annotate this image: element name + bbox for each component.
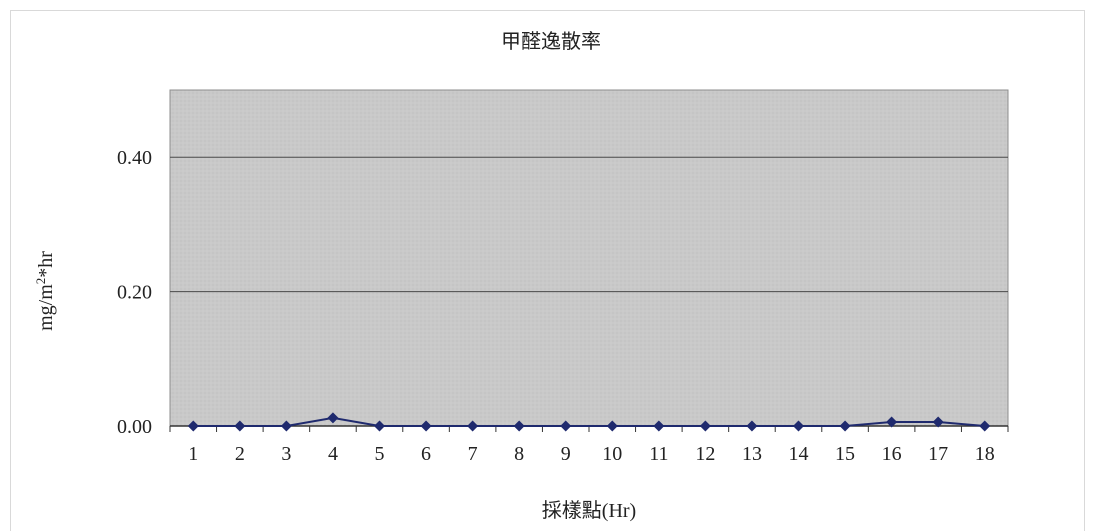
x-tick-label: 10 [602,443,622,465]
data-point-16 [886,416,898,428]
data-point-8 [513,420,525,432]
y-tick-label: 0.00 [117,416,152,438]
data-point-12 [699,420,711,432]
x-tick-label: 15 [835,443,855,465]
chart-title: 甲醛逸散率 [501,29,601,53]
x-tick-label: 11 [649,443,668,465]
data-point-14 [793,420,804,432]
x-tick-label: 14 [789,443,809,465]
x-tick-label: 13 [742,443,762,465]
data-point-4 [327,412,339,424]
data-point-2 [234,420,246,432]
y-axis-ticks: 0.00 0.20 0.40 [117,147,152,438]
data-point-11 [653,420,665,432]
x-tick-label: 6 [421,443,431,465]
plot-area [169,89,1009,427]
data-point-3 [280,420,292,432]
x-tick-label: 12 [695,443,715,465]
data-point-1 [187,420,199,432]
data-point-7 [467,420,479,432]
x-axis-ticks: 1 2 3 4 5 6 7 8 9 10 11 12 13 14 15 16 17 18 [169,426,1009,465]
x-tick-label: 16 [882,443,902,465]
data-point-6 [420,420,432,432]
y-tick-label: 0.20 [117,282,152,304]
series-markers [187,412,991,432]
x-tick-label: 4 [328,443,338,465]
y-tick-label: 0.40 [117,147,152,169]
data-point-5 [374,420,385,432]
x-tick-label: 8 [514,443,524,465]
x-tick-label: 3 [281,443,291,465]
data-point-18 [979,420,991,432]
gridlines [170,156,1008,293]
x-axis-label: 採樣點(Hr) [542,499,636,522]
data-point-17 [932,416,944,428]
data-point-9 [560,420,572,432]
x-tick-label: 5 [375,443,385,465]
x-tick-label: 18 [975,443,995,465]
x-tick-label: 9 [561,443,571,465]
x-tick-label: 1 [188,443,198,465]
x-tick-label: 17 [928,443,948,465]
x-tick-label: 7 [468,443,478,465]
series-line [193,416,985,427]
data-point-10 [606,420,618,432]
data-point-13 [746,420,758,432]
x-tick-label: 2 [235,443,245,465]
y-axis-label: mg/m2*hr [33,251,58,331]
data-point-15 [839,420,851,432]
